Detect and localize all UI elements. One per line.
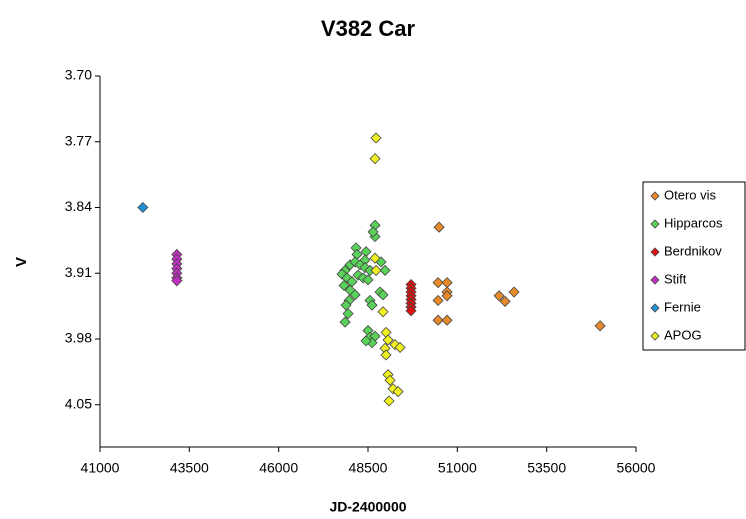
x-tick-label: 56000 <box>617 460 656 476</box>
y-tick-label: 3.70 <box>65 67 92 83</box>
point <box>432 277 444 289</box>
point <box>369 153 381 165</box>
point <box>382 334 394 346</box>
point <box>360 246 372 258</box>
legend-label: Otero vis <box>664 187 717 202</box>
legend-marker <box>650 331 660 341</box>
y-tick-label: 4.05 <box>65 395 92 411</box>
x-tick-label: 53500 <box>527 460 566 476</box>
point <box>377 289 389 301</box>
point <box>370 132 382 144</box>
legend-label: Stift <box>664 271 687 286</box>
point <box>379 264 391 276</box>
legend-label: Fernie <box>664 299 701 314</box>
point <box>338 279 350 292</box>
point <box>137 201 149 214</box>
point <box>432 294 444 307</box>
x-tick-label: 51000 <box>438 460 477 476</box>
y-axis-label: V <box>13 257 30 267</box>
legend-label: Hipparcos <box>664 215 723 230</box>
point <box>171 275 183 287</box>
x-tick-label: 46000 <box>259 460 298 476</box>
y-tick-label: 3.91 <box>65 264 92 280</box>
point <box>441 277 453 289</box>
point <box>384 374 396 386</box>
point <box>594 320 606 332</box>
point <box>392 386 404 398</box>
legend-marker <box>650 219 660 229</box>
legend-marker <box>650 247 660 257</box>
point <box>493 290 505 302</box>
legend-label: APOG <box>664 327 702 342</box>
point <box>339 316 351 328</box>
y-tick-label: 3.84 <box>65 198 92 214</box>
point <box>366 299 378 311</box>
point <box>441 314 453 326</box>
point <box>370 264 382 276</box>
x-axis-label: JD-2400000 <box>329 499 406 515</box>
chart-title: V382 Car <box>321 16 416 41</box>
x-tick-label: 41000 <box>81 460 120 476</box>
point <box>360 335 372 347</box>
point <box>362 274 374 286</box>
point <box>369 252 381 264</box>
legend-marker <box>650 303 660 313</box>
legend-marker <box>650 275 660 285</box>
point <box>349 289 361 301</box>
y-tick-label: 3.98 <box>65 330 92 346</box>
point <box>394 341 406 354</box>
point <box>342 308 354 320</box>
point <box>383 395 395 407</box>
legend-marker <box>650 191 660 201</box>
point <box>432 314 444 326</box>
legend-box <box>642 181 746 351</box>
y-tick-label: 3.77 <box>65 132 92 148</box>
point <box>499 295 511 307</box>
x-tick-label: 43500 <box>170 460 209 476</box>
legend-label: Berdnikov <box>664 243 722 258</box>
x-tick-label: 48500 <box>349 460 388 476</box>
point <box>405 305 417 317</box>
point <box>380 349 392 361</box>
point <box>433 221 445 233</box>
point <box>508 286 520 298</box>
point <box>441 290 453 302</box>
point <box>367 226 379 238</box>
point <box>377 306 389 318</box>
